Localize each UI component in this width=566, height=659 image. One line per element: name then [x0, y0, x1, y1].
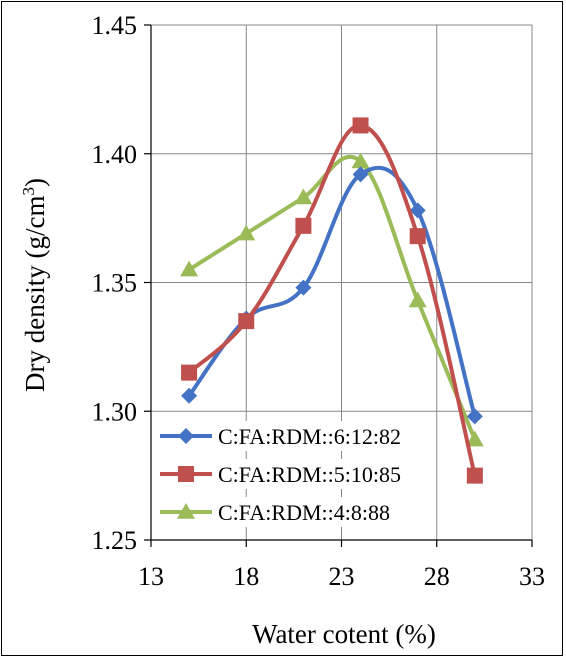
legend-label: C:FA:RDM::4:8:88	[218, 500, 390, 525]
data-point	[409, 228, 426, 245]
data-point	[351, 152, 370, 169]
x-tick-label: 23	[329, 562, 355, 591]
data-point	[352, 166, 369, 183]
y-tick-label: 1.30	[92, 397, 138, 426]
data-point	[408, 291, 427, 308]
legend-entry: C:FA:RDM::5:10:85	[156, 459, 401, 489]
legend-marker	[177, 503, 195, 519]
data-point	[295, 279, 312, 296]
y-axis-title-superscript: 3	[19, 187, 38, 196]
data-point	[238, 313, 255, 330]
data-point	[466, 467, 483, 484]
y-tick-label: 1.45	[92, 11, 138, 40]
x-tick-label: 13	[138, 562, 164, 591]
series-layer	[180, 117, 484, 484]
data-point	[409, 202, 426, 219]
legend-label: C:FA:RDM::5:10:85	[218, 462, 401, 487]
data-point	[465, 430, 484, 447]
x-tick-label: 33	[519, 562, 545, 591]
legend-marker	[178, 428, 194, 444]
y-axis-title-main: Dry density (g/cm	[20, 196, 50, 392]
data-point	[181, 364, 198, 381]
legend-marker	[178, 466, 194, 482]
data-point	[181, 387, 198, 404]
y-tick-label: 1.35	[92, 269, 138, 298]
legend: C:FA:RDM::6:12:82C:FA:RDM::5:10:85C:FA:R…	[156, 421, 401, 527]
series-line	[188, 154, 477, 441]
data-point	[466, 408, 483, 425]
legend-entry: C:FA:RDM::6:12:82	[156, 421, 401, 451]
y-axis-title: Dry density (g/cm3)	[19, 178, 50, 392]
series-2	[181, 117, 483, 484]
y-tick-labels: 1.25 1.30 1.35 1.40 1.45	[92, 11, 138, 555]
data-point	[295, 217, 312, 234]
legend-label: C:FA:RDM::6:12:82	[218, 424, 401, 449]
axes	[144, 24, 533, 547]
legend-entry: C:FA:RDM::4:8:88	[156, 497, 390, 527]
y-axis-title-end: )	[20, 178, 50, 187]
x-tick-label: 18	[233, 562, 259, 591]
y-tick-label: 1.40	[92, 140, 138, 169]
series-3	[180, 152, 484, 447]
x-tick-label: 28	[424, 562, 450, 591]
y-tick-label: 1.25	[92, 526, 138, 555]
x-axis-title: Water cotent (%)	[252, 619, 436, 649]
data-point	[237, 224, 256, 241]
data-point	[180, 260, 199, 277]
data-point	[294, 188, 313, 205]
series-1	[181, 165, 483, 425]
x-tick-labels: 13 18 23 28 33	[138, 562, 545, 591]
data-point	[352, 117, 369, 134]
